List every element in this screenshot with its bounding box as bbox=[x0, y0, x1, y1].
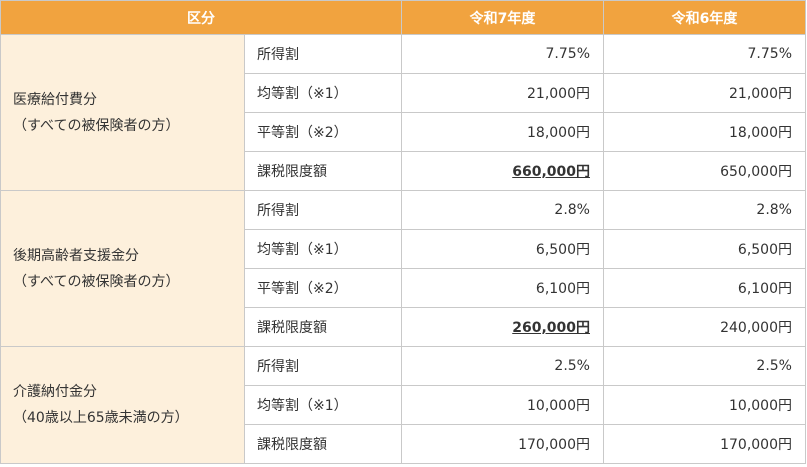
item-label: 所得割 bbox=[244, 346, 402, 386]
category-subtext: （すべての被保険者の方） bbox=[13, 273, 180, 290]
table-row: 課税限度額 260,000円 240,000円 bbox=[1, 307, 806, 347]
value-r7-limit: 660,000円 bbox=[401, 151, 604, 191]
table-row: 均等割（※1） 10,000円 10,000円 bbox=[1, 385, 806, 425]
value-r6: 2.5% bbox=[603, 346, 806, 386]
value-r6: 6,100円 bbox=[603, 268, 806, 308]
table-row: 均等割（※1） 6,500円 6,500円 bbox=[1, 229, 806, 269]
highlighted-value: 260,000円 bbox=[512, 320, 590, 336]
value-r7: 2.8% bbox=[401, 190, 604, 230]
item-label: 課税限度額 bbox=[244, 307, 402, 347]
value-r7: 2.5% bbox=[401, 346, 604, 386]
item-label: 所得割 bbox=[244, 34, 402, 74]
table-row: 課税限度額 170,000円 170,000円 bbox=[1, 424, 806, 464]
table-row: 介護納付金分 （40歳以上65歳未満の方） 所得割 2.5% 2.5% bbox=[0, 346, 806, 464]
value-r7: 6,100円 bbox=[401, 268, 604, 308]
value-r6: 170,000円 bbox=[603, 424, 806, 464]
item-label: 所得割 bbox=[244, 190, 402, 230]
item-label: 平等割（※2） bbox=[244, 112, 402, 152]
value-r6: 10,000円 bbox=[603, 385, 806, 425]
item-label: 均等割（※1） bbox=[244, 229, 402, 269]
value-r7: 10,000円 bbox=[401, 385, 604, 425]
value-r7-limit: 260,000円 bbox=[401, 307, 604, 347]
table-row: 均等割（※1） 21,000円 21,000円 bbox=[1, 73, 806, 113]
category-cell-elderly-support: 後期高齢者支援金分 （すべての被保険者の方） bbox=[0, 190, 245, 347]
value-r6: 18,000円 bbox=[603, 112, 806, 152]
category-cell-medical: 医療給付費分 （すべての被保険者の方） bbox=[0, 34, 245, 191]
table-header-row: 区分 令和7年度 令和6年度 bbox=[0, 0, 806, 35]
value-r6: 21,000円 bbox=[603, 73, 806, 113]
table-row: 後期高齢者支援金分 （すべての被保険者の方） 所得割 2.8% 2.8% bbox=[0, 190, 806, 347]
category-name: 医療給付費分 bbox=[13, 91, 97, 108]
table-row: 課税限度額 660,000円 650,000円 bbox=[1, 151, 806, 191]
value-r6: 2.8% bbox=[603, 190, 806, 230]
item-label: 均等割（※1） bbox=[244, 73, 402, 113]
value-r6: 650,000円 bbox=[603, 151, 806, 191]
value-r7: 7.75% bbox=[401, 34, 604, 74]
header-year-r6: 令和6年度 bbox=[603, 0, 806, 35]
item-label: 平等割（※2） bbox=[244, 268, 402, 308]
category-cell-nursing-care: 介護納付金分 （40歳以上65歳未満の方） bbox=[0, 346, 245, 464]
value-r7: 6,500円 bbox=[401, 229, 604, 269]
header-year-r7: 令和7年度 bbox=[401, 0, 604, 35]
category-subtext: （40歳以上65歳未満の方） bbox=[13, 410, 189, 426]
value-r7: 170,000円 bbox=[401, 424, 604, 464]
category-subtext: （すべての被保険者の方） bbox=[13, 117, 180, 134]
category-name: 後期高齢者支援金分 bbox=[13, 247, 139, 264]
value-r6: 6,500円 bbox=[603, 229, 806, 269]
table-row: 医療給付費分 （すべての被保険者の方） 所得割 7.75% 7.75% bbox=[0, 34, 806, 191]
highlighted-value: 660,000円 bbox=[512, 164, 590, 180]
value-r7: 21,000円 bbox=[401, 73, 604, 113]
table-row: 平等割（※2） 18,000円 18,000円 bbox=[1, 112, 806, 152]
value-r7: 18,000円 bbox=[401, 112, 604, 152]
item-label: 均等割（※1） bbox=[244, 385, 402, 425]
category-name: 介護納付金分 bbox=[13, 384, 97, 400]
value-r6: 7.75% bbox=[603, 34, 806, 74]
header-category: 区分 bbox=[0, 0, 402, 35]
table-row: 平等割（※2） 6,100円 6,100円 bbox=[1, 268, 806, 308]
item-label: 課税限度額 bbox=[244, 151, 402, 191]
value-r6: 240,000円 bbox=[603, 307, 806, 347]
item-label: 課税限度額 bbox=[244, 424, 402, 464]
